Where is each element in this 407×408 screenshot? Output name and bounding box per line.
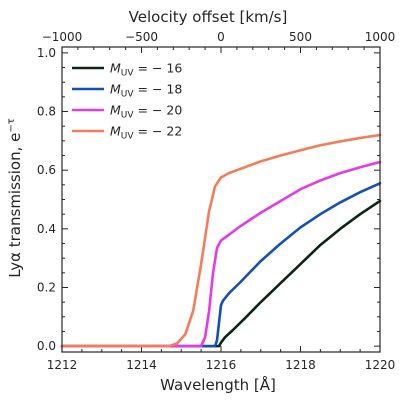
legend-label-3: MUV = − 20 [110,103,182,121]
plot-frame [61,46,381,353]
x-tick-label: 1220 [365,358,396,372]
y-tick-label: 0.4 [37,222,56,236]
tick-labels: 1212 1214 1216 1218 1220 0.0 0.2 0.4 0.6 0.8 1.0 −1… [37,30,395,372]
top-tick-label: −1000 [42,30,83,44]
x-tick-label: 1218 [285,358,316,372]
legend-symbol: M [110,61,121,76]
legend-symbol: M [110,103,121,118]
x-tick-label: 1212 [47,358,78,372]
top-tick-label: 0 [217,30,225,44]
legend-label-1: MUV = − 16 [110,61,182,79]
x-axis-title: Wavelength [Å] [160,375,276,394]
legend-value: = − 20 [134,103,183,118]
legend-value: = − 22 [134,124,183,139]
legend-symbol: M [110,124,121,139]
x-tick-label: 1214 [126,358,157,372]
legend-label-2: MUV = − 18 [110,82,182,100]
x-tick-label: 1216 [206,358,237,372]
top-axis-title: Velocity offset [km/s] [129,8,288,26]
y-axis-title-exponent: −τ [6,118,17,132]
top-tick-label: 1000 [365,30,396,44]
y-axis-title-main: Lyα transmission, e [6,133,24,278]
y-tick-label: 0.0 [37,339,56,353]
series-line-2 [60,182,382,348]
legend-symbol: M [110,82,121,97]
legend-subscript: UV [121,111,135,121]
top-tick-label: −500 [125,30,158,44]
series-lines [60,133,382,348]
legend-value: = − 18 [134,82,183,97]
y-axis-title: Lyα transmission, e−τ [6,118,24,278]
series-line-1 [60,199,382,348]
top-tick-label: 500 [289,30,312,44]
legend-subscript: UV [121,132,135,142]
legend-label-4: MUV = − 22 [110,124,182,142]
y-tick-label: 1.0 [37,46,56,60]
y-tick-label: 0.2 [37,280,56,294]
legend-subscript: UV [121,90,135,100]
series-line-3 [60,160,382,348]
y-tick-label: 0.6 [37,163,56,177]
series-line-4 [60,133,382,348]
legend-value: = − 16 [134,61,183,76]
y-tick-label: 0.8 [37,105,56,119]
legend-subscript: UV [121,69,135,79]
